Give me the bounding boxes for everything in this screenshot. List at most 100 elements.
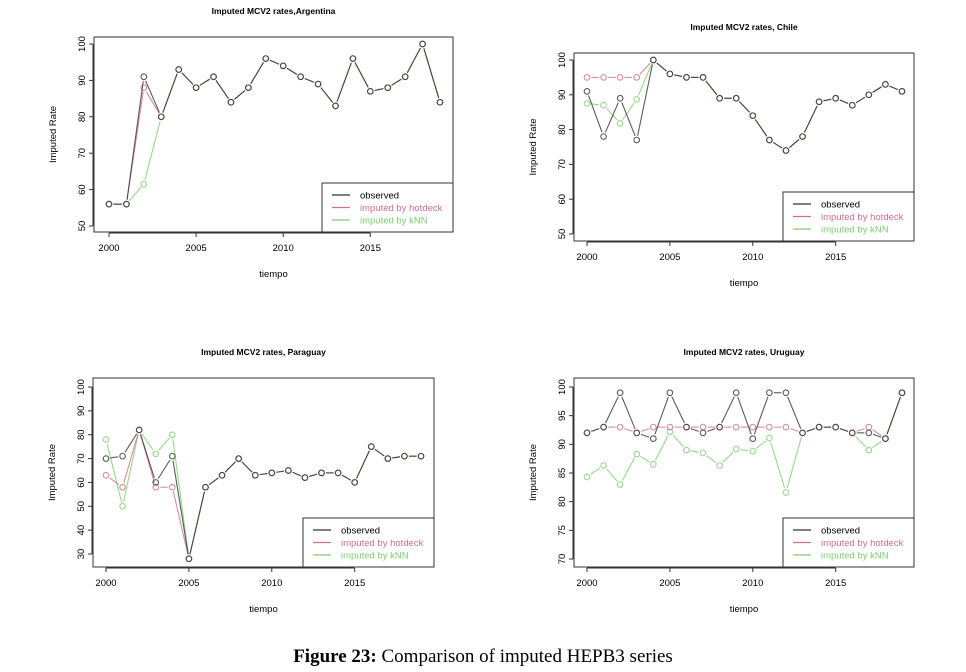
data-point bbox=[419, 40, 426, 48]
y-tick-label: 75 bbox=[557, 525, 568, 536]
panel-3: Imputed MCV2 rates, Uruguay tiempo Imputed… bbox=[528, 347, 915, 615]
chart-grid: Imputed MCV2 rates,ArgentinatiempoImpute… bbox=[47, 6, 915, 615]
legend-label-knn: imputed by kNN bbox=[341, 551, 409, 562]
data-point bbox=[168, 452, 176, 460]
figure-caption: Figure 23: Comparison of imputed HEPB3 s… bbox=[0, 646, 966, 668]
data-point bbox=[749, 423, 757, 431]
data-point bbox=[749, 112, 757, 120]
y-tick-label: 100 bbox=[76, 379, 87, 395]
series-segment bbox=[621, 457, 636, 481]
y-axis-label: Imputed Rate bbox=[47, 444, 58, 501]
data-point bbox=[185, 555, 193, 563]
x-tick-label: 2000 bbox=[98, 243, 119, 254]
series-segment bbox=[199, 78, 211, 86]
data-point bbox=[633, 95, 641, 103]
data-point bbox=[175, 66, 183, 73]
series-segment bbox=[640, 433, 650, 438]
series-segment bbox=[706, 455, 717, 464]
data-point bbox=[251, 471, 259, 479]
series-segment bbox=[374, 448, 385, 457]
x-tick-label: 2010 bbox=[261, 578, 282, 589]
series-segment bbox=[224, 461, 236, 473]
series-segment bbox=[144, 121, 161, 180]
data-point bbox=[666, 70, 674, 78]
data-point bbox=[192, 84, 200, 92]
data-point bbox=[152, 479, 160, 486]
x-tick-label: 2005 bbox=[659, 252, 680, 263]
series-segment bbox=[356, 450, 370, 479]
data-point bbox=[349, 55, 357, 62]
series-segment bbox=[854, 435, 867, 448]
series-segment bbox=[374, 88, 384, 91]
data-point bbox=[384, 455, 392, 462]
series-segment bbox=[872, 440, 883, 448]
data-point bbox=[766, 434, 773, 442]
series-segment bbox=[872, 429, 883, 437]
x-axis-label: tiempo bbox=[730, 278, 759, 289]
data-point bbox=[600, 423, 607, 431]
data-point bbox=[168, 483, 176, 491]
data-point bbox=[600, 133, 607, 140]
series-segment bbox=[737, 396, 752, 435]
data-point bbox=[384, 84, 392, 92]
y-tick-label: 50 bbox=[557, 229, 568, 240]
series-segment bbox=[304, 77, 315, 83]
y-tick-label: 50 bbox=[77, 221, 88, 232]
series-segment bbox=[654, 396, 669, 435]
series-segment bbox=[786, 437, 802, 489]
series-segment bbox=[839, 428, 849, 432]
data-point bbox=[799, 429, 806, 437]
series-observed bbox=[583, 56, 906, 154]
data-point bbox=[732, 94, 740, 102]
data-point bbox=[782, 489, 790, 496]
series-segment bbox=[604, 102, 619, 133]
data-point bbox=[417, 452, 425, 460]
y-tick-label: 100 bbox=[77, 36, 88, 52]
data-point bbox=[334, 469, 342, 477]
data-point bbox=[732, 423, 740, 431]
caption-text: Comparison of imputed HEPB3 series bbox=[376, 646, 673, 667]
x-tick-label: 2015 bbox=[825, 578, 846, 589]
legend-box bbox=[321, 182, 454, 233]
series-segment bbox=[823, 98, 832, 102]
data-point bbox=[366, 87, 374, 95]
x-tick-label: 2010 bbox=[742, 578, 763, 589]
data-point bbox=[119, 452, 126, 460]
series-segment bbox=[591, 428, 600, 432]
data-point bbox=[583, 429, 591, 437]
series-segment bbox=[621, 102, 636, 137]
data-point bbox=[314, 80, 322, 88]
data-point bbox=[882, 435, 889, 442]
data-point bbox=[815, 98, 823, 106]
data-point bbox=[865, 429, 873, 437]
series-segment bbox=[157, 459, 171, 479]
series-segment bbox=[110, 456, 119, 459]
data-point bbox=[865, 446, 873, 454]
plot-area bbox=[573, 52, 915, 242]
series-segment bbox=[754, 119, 768, 137]
series-segment bbox=[654, 435, 669, 461]
y-tick-label: 70 bbox=[76, 453, 87, 464]
data-point bbox=[683, 446, 690, 454]
series-segment bbox=[772, 141, 783, 149]
series-segment bbox=[672, 434, 684, 448]
data-point bbox=[799, 133, 806, 140]
series-hotdeck bbox=[105, 40, 444, 208]
data-point bbox=[600, 462, 607, 469]
data-point bbox=[683, 74, 690, 81]
plot-area bbox=[93, 36, 454, 233]
series-segment bbox=[234, 90, 246, 100]
series-segment bbox=[790, 428, 799, 432]
legend-label-knn: imputed by kNN bbox=[821, 551, 889, 562]
data-point bbox=[716, 462, 723, 469]
data-point bbox=[848, 429, 856, 437]
data-point bbox=[152, 450, 160, 458]
series-knn bbox=[583, 56, 906, 154]
data-point bbox=[583, 87, 591, 95]
y-tick-label: 90 bbox=[557, 439, 568, 450]
data-point bbox=[102, 471, 110, 479]
series-knn bbox=[583, 389, 906, 496]
series-segment bbox=[803, 105, 818, 133]
